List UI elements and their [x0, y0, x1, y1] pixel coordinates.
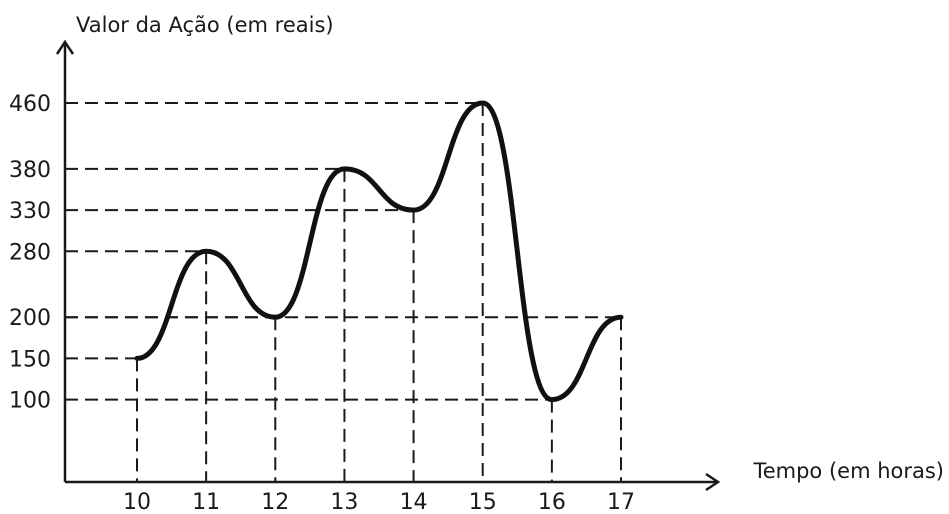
guide-lines — [65, 102, 622, 482]
y-tick-label-280: 280 — [9, 240, 51, 265]
y-tick-labels: 100 150 200 280 330 380 460 — [9, 92, 51, 414]
x-axis-title: Tempo (em horas) — [752, 459, 944, 483]
x-tick-labels: 10 11 12 13 14 15 16 17 — [123, 490, 635, 514]
x-tick-label-16: 16 — [538, 490, 566, 514]
x-tick-label-17: 17 — [607, 490, 635, 514]
x-axis-arrow — [705, 472, 721, 492]
series-line — [134, 100, 624, 403]
y-tick-label-380: 380 — [9, 158, 51, 183]
y-tick-label-330: 330 — [9, 199, 51, 224]
y-tick-label-200: 200 — [9, 306, 51, 331]
y-tick-label-100: 100 — [9, 389, 51, 414]
y-axis-title: Valor da Ação (em reais) — [76, 13, 334, 37]
y-tick-label-460: 460 — [9, 92, 51, 117]
y-tick-label-150: 150 — [9, 347, 51, 372]
x-tick-label-11: 11 — [192, 490, 220, 514]
y-axis-arrow — [55, 39, 75, 55]
x-tick-label-10: 10 — [123, 490, 151, 514]
x-tick-label-13: 13 — [330, 490, 358, 514]
x-tick-label-12: 12 — [261, 490, 289, 514]
x-tick-label-14: 14 — [400, 490, 428, 514]
x-tick-label-15: 15 — [469, 490, 497, 514]
